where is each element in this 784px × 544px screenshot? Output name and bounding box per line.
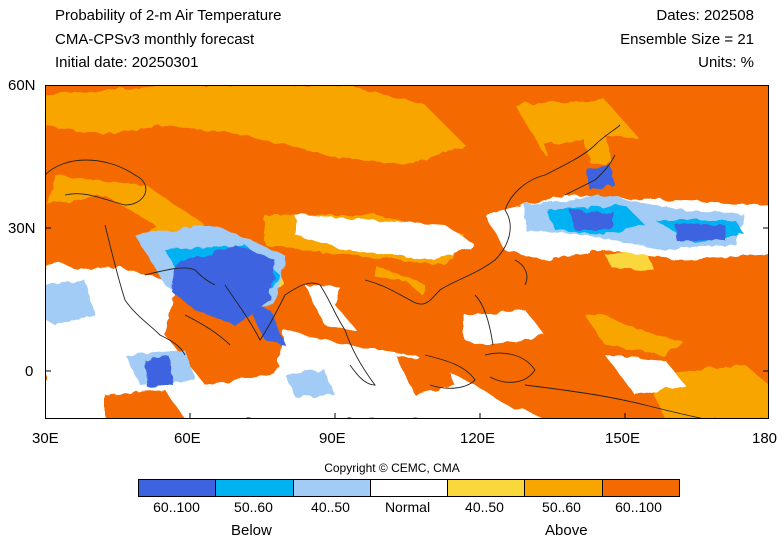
legend-group-above: Above (545, 522, 588, 539)
legend-swatch-above-40-50 (448, 480, 526, 496)
legend-swatch-below-60-100 (139, 480, 217, 496)
legend-label-normal: Normal (384, 499, 431, 515)
map-title: Probability of 2-m Air Temperature (55, 7, 282, 24)
forecast-dates: Dates: 202508 (656, 7, 754, 24)
legend-swatch-below-50-60 (216, 480, 294, 496)
legend-label-below-40-50: 40..50 (311, 499, 350, 515)
legend-label-above-40-50: 40..50 (465, 499, 504, 515)
lon-label-120e: 120E (460, 430, 496, 447)
lon-label-30e: 30E (32, 430, 59, 447)
lat-label-0: 0 (25, 363, 34, 380)
model-name: CMA-CPSv3 monthly forecast (55, 31, 255, 48)
legend-swatch-above-60-100 (602, 480, 679, 496)
copyright-text: Copyright © CEMC, CMA (324, 461, 460, 475)
legend-swatch-above-50-60 (525, 480, 603, 496)
lat-label-30n: 30N (8, 220, 36, 237)
map-border (45, 85, 769, 419)
legend-swatch-normal (370, 480, 449, 496)
ensemble-size: Ensemble Size = 21 (620, 31, 754, 48)
legend-group-below: Below (231, 522, 272, 539)
below-strong-regions (145, 165, 725, 387)
lon-label-150e: 150E (605, 430, 641, 447)
initial-date: Initial date: 20250301 (55, 54, 199, 71)
legend-colorbar (138, 479, 680, 497)
units: Units: % (698, 54, 754, 71)
lat-label-60n: 60N (8, 77, 36, 94)
coastlines (45, 124, 706, 419)
probability-map (45, 85, 769, 419)
legend-label-above-50-60: 50..60 (542, 499, 581, 515)
legend-swatch-below-40-50 (293, 480, 371, 496)
legend-label-above-60-100: 60..100 (615, 499, 662, 515)
legend-label-below-50-60: 50..60 (234, 499, 273, 515)
legend-label-below-60-100: 60..100 (153, 499, 200, 515)
lon-label-180: 180 (752, 430, 778, 447)
lon-label-90e: 90E (319, 430, 346, 447)
lon-label-60e: 60E (174, 430, 201, 447)
